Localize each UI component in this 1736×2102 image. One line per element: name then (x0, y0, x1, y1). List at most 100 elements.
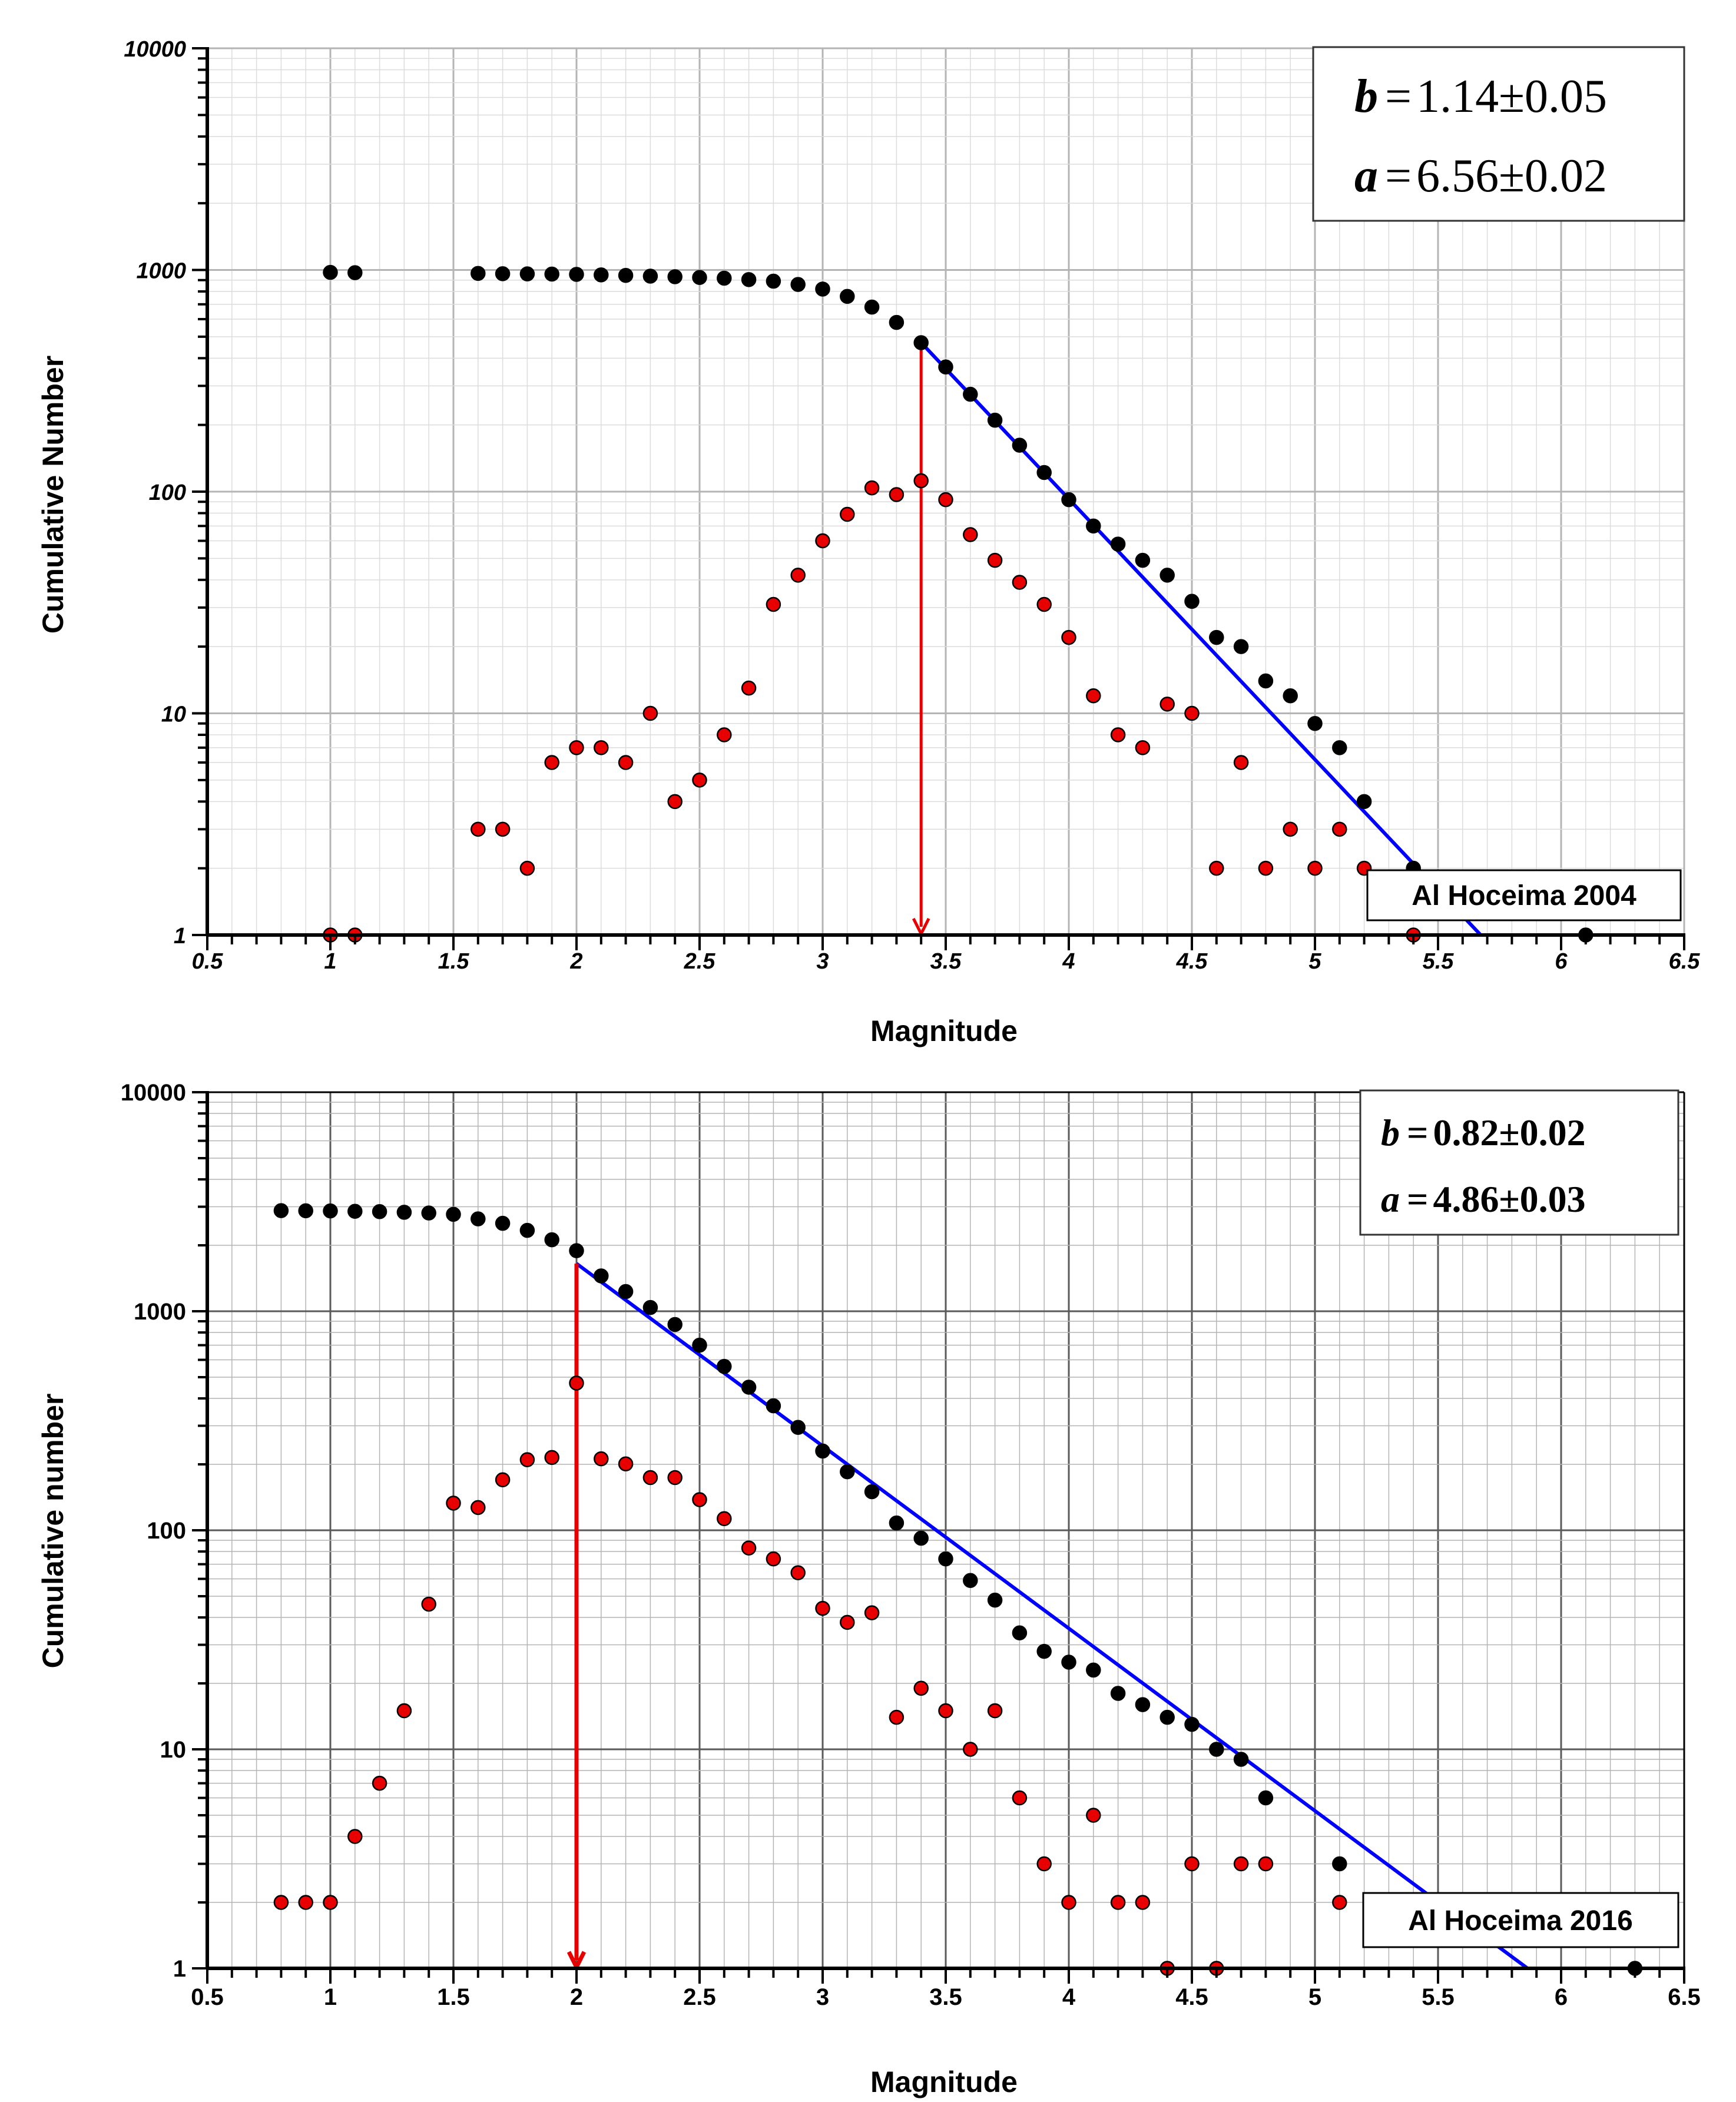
x-tick-label: 4 (1062, 1984, 1076, 2010)
y-tick-label: 1 (174, 924, 186, 949)
cumulative-point (1159, 1709, 1175, 1725)
cumulative-point (421, 1205, 436, 1221)
noncumulative-point (618, 755, 634, 770)
noncumulative-point (1012, 575, 1028, 590)
noncumulative-point (889, 1709, 905, 1725)
noncumulative-point (938, 1703, 953, 1719)
cumulative-point (544, 1232, 559, 1248)
noncumulative-point (815, 1600, 830, 1616)
cumulative-point (790, 277, 806, 292)
y-tick-label: 100 (147, 1518, 186, 1544)
cumulative-point (347, 265, 363, 280)
grid-lines (206, 1091, 1685, 1970)
noncumulative-point (1307, 860, 1323, 876)
cumulative-point (864, 1484, 880, 1500)
noncumulative-point (1184, 705, 1200, 721)
noncumulative-point (741, 1540, 757, 1556)
cumulative-point (667, 269, 683, 284)
cumulative-point (692, 1337, 707, 1353)
chart-panel-2016: 0.5 1 1.5 2 2.5 3 3.5 4 4.5 5 5.5 6 6.51101001000100… (37, 1080, 1701, 2098)
noncumulative-point (963, 527, 978, 542)
noncumulative-point (717, 1511, 732, 1527)
noncumulative-point (298, 1895, 313, 1910)
noncumulative-point (913, 473, 929, 489)
x-tick-label: 5.5 (1422, 1984, 1455, 2010)
cumulative-point (987, 412, 1003, 428)
noncumulative-point (1233, 755, 1249, 770)
cumulative-point (594, 267, 609, 283)
noncumulative-point (1086, 688, 1101, 704)
x-tick-label: 1.5 (437, 1984, 470, 2010)
x-tick-label: 5.5 (1423, 949, 1455, 974)
x-tick-label: 0.5 (191, 1984, 224, 2010)
noncumulative-point (347, 1829, 363, 1844)
noncumulative-point (569, 740, 584, 755)
label-box-text: Al Hoceima 2016 (1408, 1905, 1633, 1937)
noncumulative-point (840, 506, 855, 522)
y-tick-label: 100 (149, 480, 186, 505)
x-tick-label: 1 (324, 949, 336, 974)
equation-box: b = 0.82±0.02 a = 4.86±0.03 (1359, 1089, 1679, 1236)
x-tick-label: 5 (1308, 949, 1321, 974)
y-tick-label: 10000 (121, 1080, 186, 1106)
equation-b: b = 1.14±0.05 (1354, 71, 1607, 122)
noncumulative-point (519, 860, 535, 876)
cumulative-point (1233, 1752, 1249, 1767)
noncumulative-point (471, 821, 486, 837)
cumulative-point (938, 359, 953, 375)
noncumulative-point (1135, 740, 1151, 755)
noncumulative-point (273, 1895, 289, 1910)
cumulative-point (569, 267, 584, 282)
y-tick-label: 1000 (136, 259, 186, 284)
noncumulative-point (1332, 1895, 1347, 1910)
noncumulative-point (667, 1470, 683, 1486)
x-axis-title: Magnitude (870, 1014, 1018, 1047)
label-box-frame (1366, 869, 1682, 921)
noncumulative-point (987, 552, 1003, 568)
cumulative-point (889, 314, 905, 330)
cumulative-point (396, 1205, 412, 1220)
cumulative-point (1209, 1742, 1224, 1757)
x-axis-title: Magnitude (870, 2065, 1018, 2098)
cumulative-point (1258, 673, 1274, 689)
noncumulative-point (1233, 1856, 1249, 1872)
x-tick-label: 1.5 (438, 949, 470, 974)
noncumulative-point (372, 1775, 387, 1791)
cumulative-point (815, 1443, 830, 1459)
y-axis-title: Cumulative number (37, 1394, 69, 1669)
noncumulative-point (1184, 1856, 1200, 1872)
noncumulative-point (815, 533, 830, 549)
cumulative-point (766, 273, 781, 289)
equation-b: b = 0.82±0.02 (1381, 1112, 1586, 1153)
noncumulative-point (569, 1375, 584, 1391)
noncumulative-point (396, 1703, 412, 1719)
noncumulative-point (938, 492, 953, 508)
y-tick-label: 1000 (134, 1299, 186, 1325)
cumulative-point (741, 1380, 757, 1395)
noncumulative-point (741, 680, 757, 696)
noncumulative-point (1332, 821, 1347, 837)
cumulative-point (717, 270, 732, 286)
cumulative-point (347, 1203, 363, 1219)
noncumulative-point (790, 568, 806, 583)
cumulative-point (1135, 1697, 1151, 1712)
fit-line-group (575, 1262, 1531, 1968)
cumulative-point (1184, 594, 1200, 609)
noncumulative-point (963, 1742, 978, 1757)
noncumulative-point (766, 596, 781, 612)
cumulative-point (963, 1573, 978, 1588)
noncumulative-point (1110, 727, 1126, 742)
cumulative-point (1061, 1655, 1076, 1670)
cumulative-point (692, 270, 707, 285)
cumulative-point (1184, 1716, 1200, 1732)
cumulative-point (840, 289, 855, 304)
cumulative-point (840, 1464, 855, 1480)
noncumulative-point (544, 1450, 559, 1466)
x-tick-label: 2.5 (683, 1984, 716, 2010)
cumulative-point (1086, 1662, 1101, 1678)
label-box: Al Hoceima 2004 (1366, 869, 1682, 921)
noncumulative-point (1283, 821, 1298, 837)
cumulative-point (642, 268, 658, 284)
cumulative-point (963, 386, 978, 402)
